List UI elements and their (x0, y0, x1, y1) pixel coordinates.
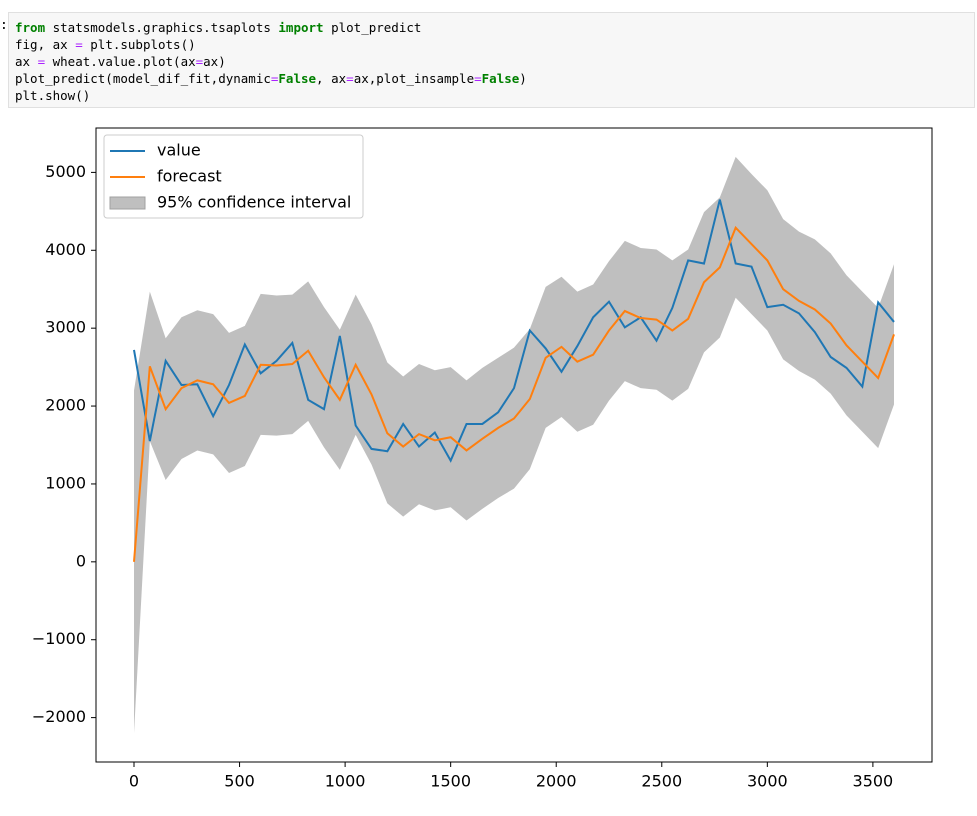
y-tick-label: 2000 (45, 396, 86, 415)
code-token: wheat.value.plot(ax (45, 54, 196, 69)
confidence-band (134, 156, 894, 734)
code-line: plt.show() (15, 87, 527, 104)
legend-swatch (109, 196, 146, 210)
code-token: = (270, 71, 279, 86)
code-token: fig, ax (15, 37, 76, 52)
code-token: import (278, 20, 324, 35)
code-token: from (15, 20, 46, 35)
code-token: ax,plot_insample (353, 71, 475, 86)
y-tick-label: 4000 (45, 240, 86, 259)
x-tick-label: 2000 (536, 772, 577, 791)
series-line (133, 225, 895, 562)
code-token: = (346, 71, 354, 86)
x-tick-label: 2500 (641, 772, 682, 791)
y-tick-label: −1000 (32, 629, 86, 648)
series-line (133, 199, 895, 463)
x-tick-label: 500 (224, 772, 255, 791)
y-tick-label: −2000 (32, 707, 86, 726)
y-tick-label: 0 (76, 551, 86, 570)
code-token: ) (519, 71, 527, 86)
legend-label: value (157, 141, 201, 160)
code-line: fig, ax = plt.subplots() (15, 36, 527, 53)
x-tick-label: 1000 (325, 772, 366, 791)
code-token: plot_predict (323, 20, 422, 35)
x-tick-label: 1500 (430, 772, 471, 791)
x-tick-label: 3000 (747, 772, 788, 791)
y-tick-label: 5000 (45, 162, 86, 181)
code-token: = (195, 54, 204, 69)
code-cell[interactable]: from statsmodels.graphics.tsaplots impor… (8, 12, 975, 108)
y-tick-label: 3000 (45, 318, 86, 337)
code-token: plt.subplots() (82, 37, 196, 52)
code-token: plot_predict(model_dif_fit,dynamic (15, 71, 271, 86)
code-token: = (37, 54, 46, 69)
x-tick-label: 3500 (853, 772, 894, 791)
code: from statsmodels.graphics.tsaplots impor… (15, 19, 527, 104)
code-token: ax) (203, 54, 226, 69)
legend-box (103, 134, 364, 219)
legend-label: 95% confidence interval (157, 193, 351, 212)
code-token: = (75, 37, 83, 52)
code-line: from statsmodels.graphics.tsaplots impor… (15, 19, 527, 36)
legend-label: forecast (157, 167, 222, 186)
y-tick-label: 1000 (45, 473, 86, 492)
cell-prompt: : (0, 18, 8, 33)
x-tick-label: 0 (129, 772, 139, 791)
plot-frame (95, 127, 933, 763)
code-token: statsmodels.graphics.tsaplots (45, 20, 279, 35)
code-token: False (481, 71, 520, 86)
code-token: False (278, 71, 317, 86)
code-token: = (474, 71, 482, 86)
code-token: plt.show() (15, 88, 91, 103)
code-line: plot_predict(model_dif_fit,dynamic=False… (15, 70, 527, 87)
code-token: ax (15, 54, 38, 69)
code-token: , ax (316, 71, 347, 86)
code-line: ax = wheat.value.plot(ax=ax) (15, 53, 527, 70)
